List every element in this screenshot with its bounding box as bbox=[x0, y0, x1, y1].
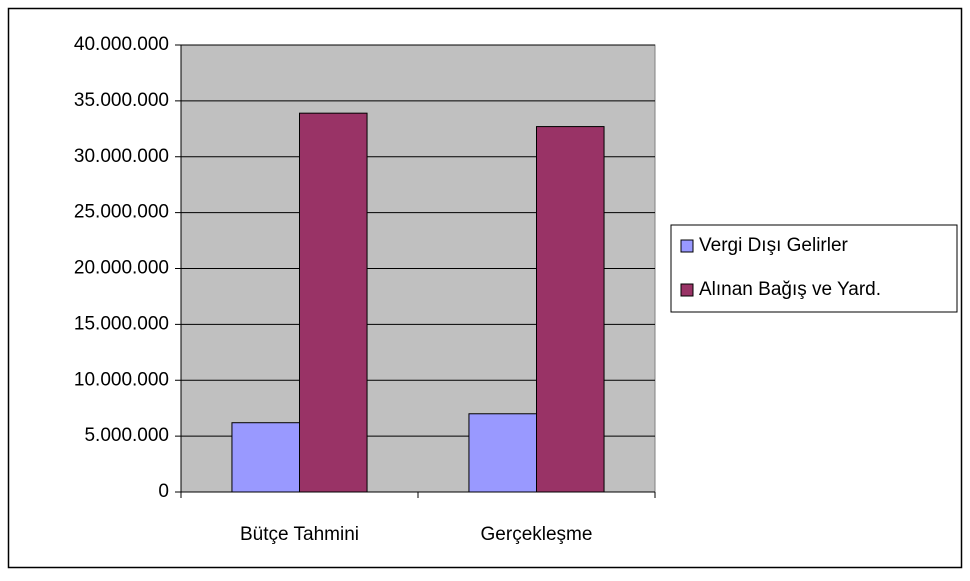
y-tick-label: 40.000.000 bbox=[74, 34, 169, 55]
legend bbox=[670, 224, 958, 313]
y-tick-label: 0 bbox=[158, 481, 169, 502]
y-tick-label: 30.000.000 bbox=[74, 146, 169, 167]
y-tick-label: 10.000.000 bbox=[74, 369, 169, 390]
bar bbox=[536, 126, 605, 493]
bar bbox=[231, 422, 300, 493]
bar bbox=[468, 413, 537, 493]
x-tick-label: Bütçe Tahmini bbox=[240, 524, 359, 545]
y-tick-label: 20.000.000 bbox=[74, 258, 169, 279]
y-tick-label: 5.000.000 bbox=[84, 425, 169, 446]
y-tick-label: 35.000.000 bbox=[74, 90, 169, 111]
x-tick-label: Gerçekleşme bbox=[481, 524, 593, 545]
legend-label: Alınan Bağış ve Yard. bbox=[699, 279, 881, 300]
legend-swatch bbox=[680, 283, 694, 297]
bar bbox=[299, 112, 368, 493]
legend-swatch bbox=[680, 239, 694, 253]
y-tick-label: 15.000.000 bbox=[74, 313, 169, 334]
legend-label: Vergi Dışı Gelirler bbox=[699, 235, 849, 256]
y-tick-label: 25.000.000 bbox=[74, 202, 169, 223]
